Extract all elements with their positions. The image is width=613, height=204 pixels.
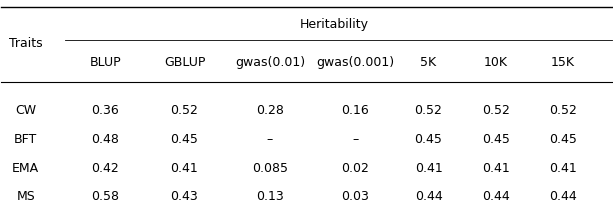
Text: 0.48: 0.48	[91, 133, 119, 146]
Text: 0.42: 0.42	[91, 162, 119, 175]
Text: 0.41: 0.41	[170, 162, 199, 175]
Text: 10K: 10K	[484, 56, 508, 69]
Text: 0.13: 0.13	[256, 190, 284, 203]
Text: 0.02: 0.02	[341, 162, 369, 175]
Text: 0.36: 0.36	[91, 104, 119, 117]
Text: 0.58: 0.58	[91, 190, 119, 203]
Text: MS: MS	[17, 190, 35, 203]
Text: 0.41: 0.41	[482, 162, 509, 175]
Text: 15K: 15K	[551, 56, 575, 69]
Text: Heritability: Heritability	[300, 18, 368, 31]
Text: CW: CW	[15, 104, 36, 117]
Text: EMA: EMA	[12, 162, 39, 175]
Text: 0.45: 0.45	[549, 133, 577, 146]
Text: 0.45: 0.45	[170, 133, 199, 146]
Text: 0.52: 0.52	[170, 104, 199, 117]
Text: 0.52: 0.52	[549, 104, 577, 117]
Text: 0.03: 0.03	[341, 190, 369, 203]
Text: –: –	[352, 133, 359, 146]
Text: 0.43: 0.43	[170, 190, 199, 203]
Text: GBLUP: GBLUP	[164, 56, 205, 69]
Text: 0.28: 0.28	[256, 104, 284, 117]
Text: 0.16: 0.16	[341, 104, 369, 117]
Text: 0.44: 0.44	[414, 190, 443, 203]
Text: gwas(0.01): gwas(0.01)	[235, 56, 305, 69]
Text: gwas(0.001): gwas(0.001)	[316, 56, 394, 69]
Text: –: –	[267, 133, 273, 146]
Text: 0.085: 0.085	[252, 162, 288, 175]
Text: 0.45: 0.45	[414, 133, 443, 146]
Text: 0.41: 0.41	[414, 162, 443, 175]
Text: 0.44: 0.44	[482, 190, 509, 203]
Text: 0.44: 0.44	[549, 190, 577, 203]
Text: 0.41: 0.41	[549, 162, 577, 175]
Text: 0.52: 0.52	[482, 104, 509, 117]
Text: 5K: 5K	[421, 56, 436, 69]
Text: 0.45: 0.45	[482, 133, 509, 146]
Text: BFT: BFT	[14, 133, 37, 146]
Text: Traits: Traits	[9, 37, 43, 50]
Text: 0.52: 0.52	[414, 104, 443, 117]
Text: BLUP: BLUP	[89, 56, 121, 69]
